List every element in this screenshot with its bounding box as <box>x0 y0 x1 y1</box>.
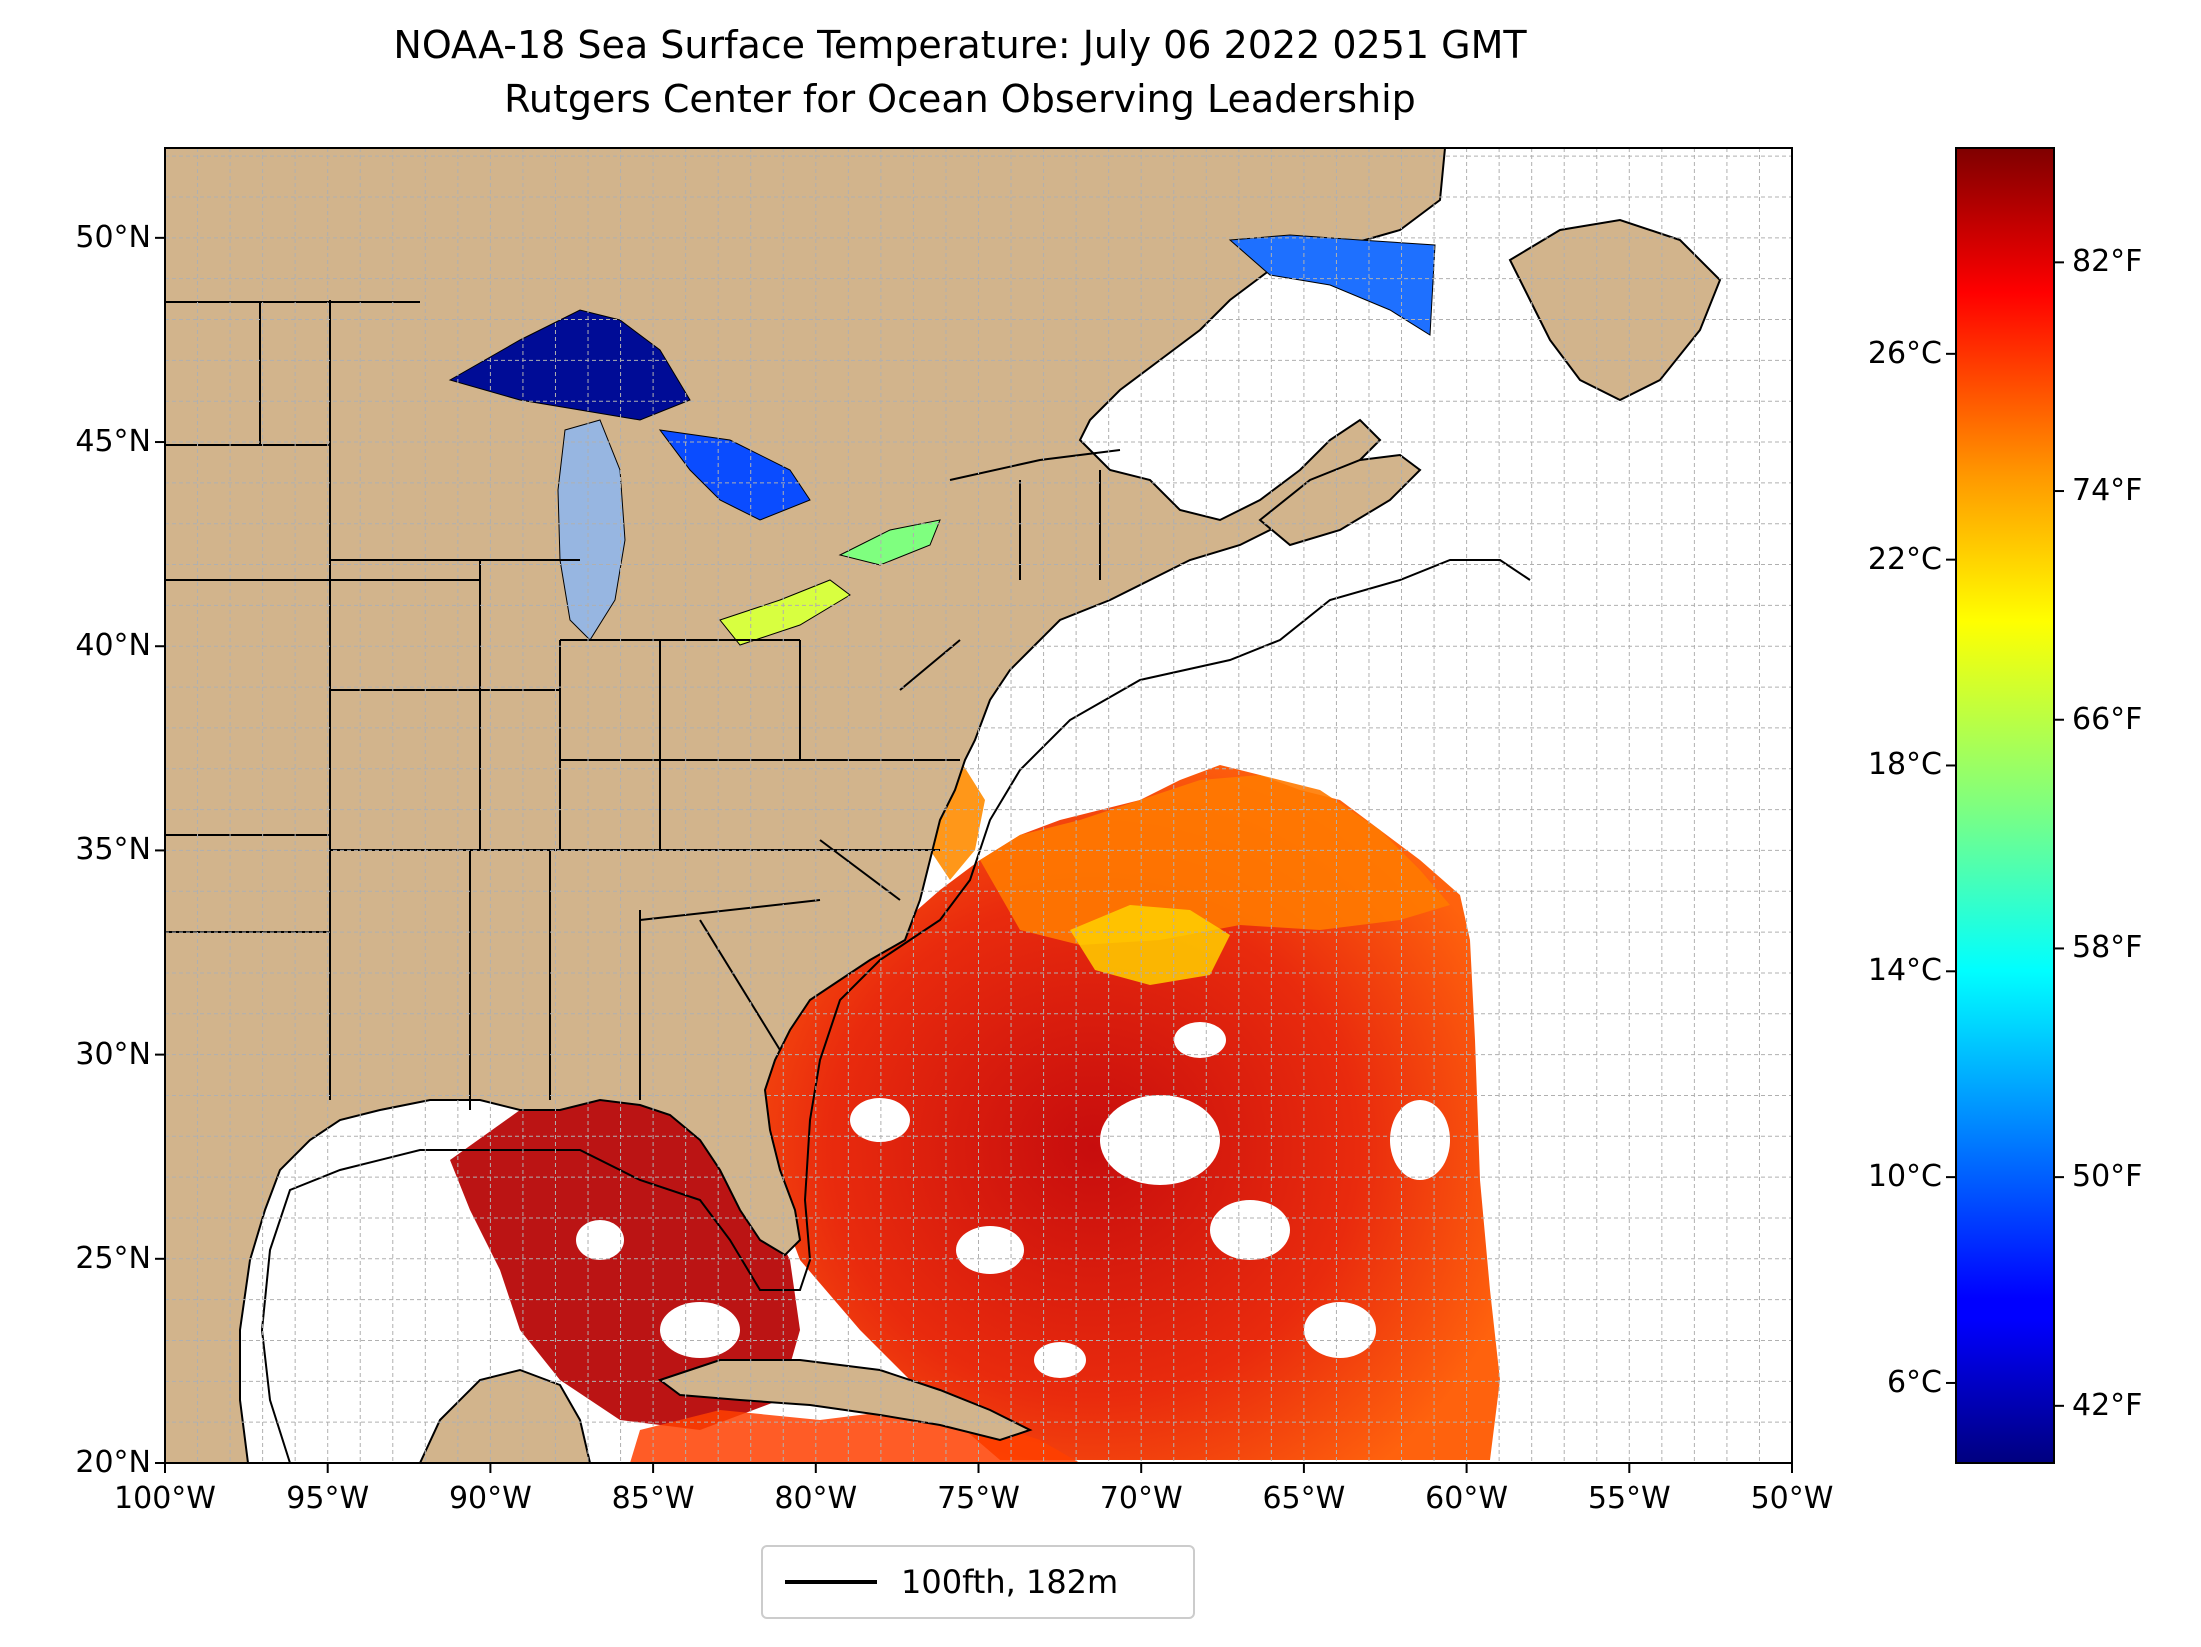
lon-tick-label: 95°W <box>286 1481 370 1516</box>
sst-north-orange <box>980 775 1450 945</box>
lon-tick-label: 60°W <box>1425 1481 1509 1516</box>
colorbar-c-label: 22°C <box>1867 541 1942 577</box>
legend-label: 100fth, 182m <box>901 1563 1119 1601</box>
lake-huron <box>658 429 811 521</box>
lat-tick-label: 20°N <box>75 1445 151 1480</box>
lat-tick-label: 40°N <box>75 628 151 664</box>
great-lakes <box>448 234 1436 646</box>
lon-tick-label: 55°W <box>1587 1481 1671 1516</box>
cloud-gaps <box>576 1022 1450 1378</box>
chart-title: NOAA-18 Sea Surface Temperature: July 06… <box>393 23 1527 67</box>
north-america-land <box>165 148 1447 1463</box>
yucatan <box>418 1368 592 1463</box>
gridlines <box>165 148 1792 1463</box>
colorbar-c-label: 10°C <box>1867 1159 1942 1195</box>
colorbar-c-label: 6°C <box>1886 1364 1942 1400</box>
lon-tick-label: 90°W <box>448 1481 532 1516</box>
lake-erie <box>719 579 851 646</box>
lon-tick-label: 65°W <box>1262 1481 1346 1516</box>
newfoundland <box>1508 218 1722 402</box>
lon-tick-label: 80°W <box>774 1481 858 1516</box>
lat-tick-label: 50°N <box>75 219 151 255</box>
lake-michigan <box>557 419 626 641</box>
lake-ontario <box>838 519 941 566</box>
colorbar-f-label: 50°F <box>2072 1159 2143 1195</box>
lon-tick-label: 85°W <box>611 1481 695 1516</box>
colorbar-c-label: 26°C <box>1867 335 1942 371</box>
lat-tick-label: 45°N <box>75 424 151 460</box>
colorbar-f-label: 74°F <box>2072 473 2143 509</box>
lon-tick-label: 70°W <box>1099 1481 1183 1516</box>
lon-tick-label: 75°W <box>937 1481 1020 1516</box>
lat-tick-label: 35°N <box>75 832 151 868</box>
colorbar <box>1955 147 2055 1464</box>
sst-cool-patch <box>1070 905 1230 985</box>
map-area <box>165 148 1792 1463</box>
colorbar-ticks <box>1946 261 2064 1407</box>
nova-scotia <box>1258 453 1422 547</box>
colorbar-f-label: 58°F <box>2072 930 2143 966</box>
land <box>165 148 1722 1463</box>
isobath-100fth <box>260 559 1531 1463</box>
legend-line-swatch <box>785 1580 877 1584</box>
chart-subtitle: Rutgers Center for Ocean Observing Leade… <box>504 77 1416 121</box>
legend: 100fth, 182m <box>761 1545 1195 1619</box>
cuba <box>657 1359 1033 1442</box>
axis-ticks <box>155 236 1793 1473</box>
lon-tick-label: 50°W <box>1750 1481 1834 1516</box>
colorbar-f-label: 42°F <box>2072 1387 2143 1423</box>
colorbar-c-label: 14°C <box>1867 953 1942 989</box>
lat-tick-label: 25°N <box>75 1240 151 1276</box>
gulf-st-lawrence-sst <box>1228 234 1436 336</box>
colorbar-f-label: 82°F <box>2072 244 2143 280</box>
colorbar-c-label: 18°C <box>1867 747 1942 783</box>
lat-tick-label: 30°N <box>75 1036 151 1072</box>
colorbar-f-label: 66°F <box>2072 701 2143 737</box>
lon-tick-label: 100°W <box>114 1481 216 1516</box>
lake-superior <box>448 309 691 421</box>
